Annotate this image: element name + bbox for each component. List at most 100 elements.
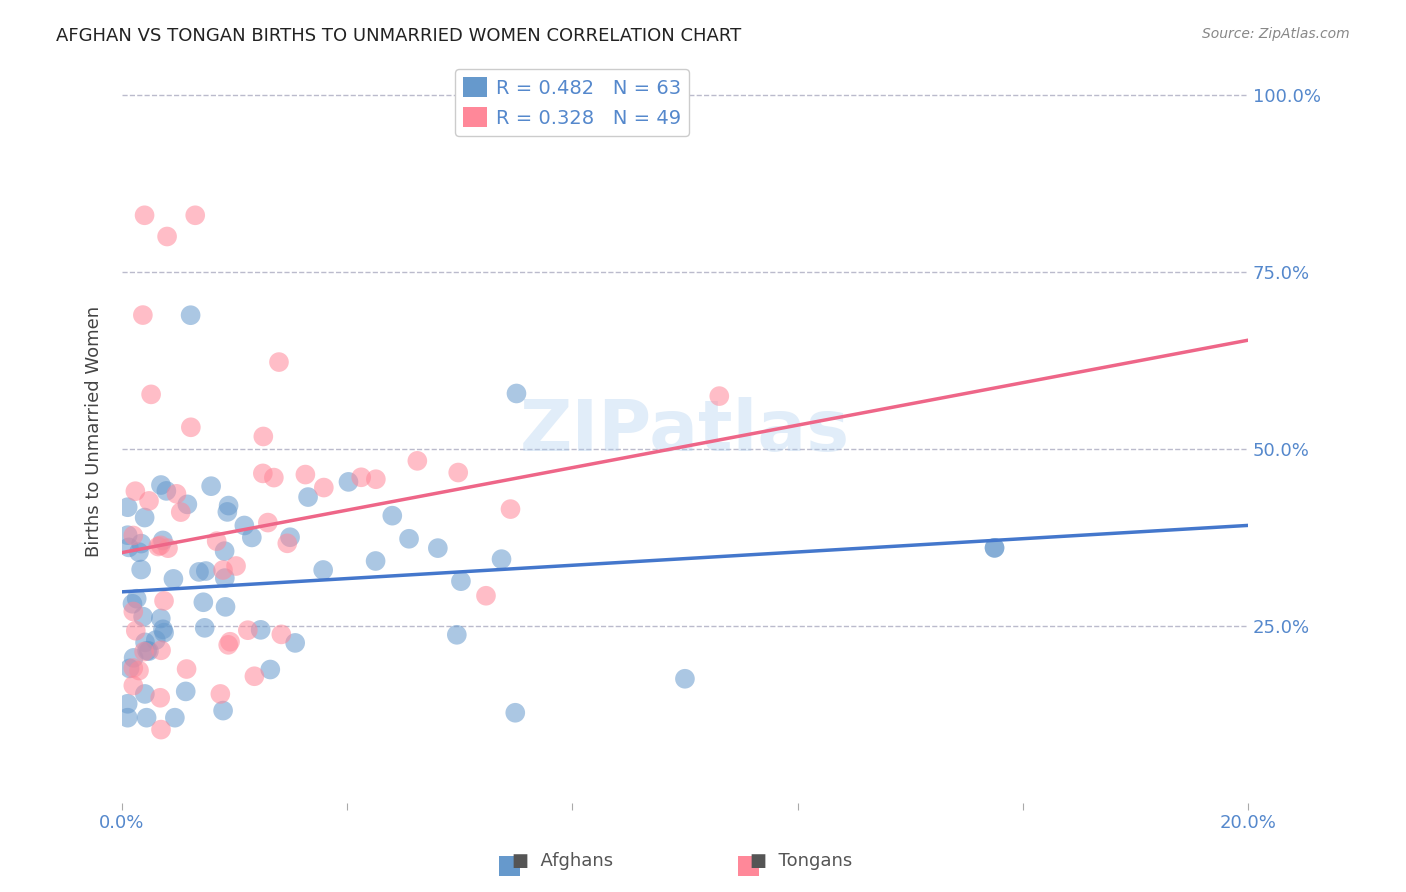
Point — [180, 308, 202, 322]
Point — [240, 531, 263, 545]
Point — [117, 711, 139, 725]
Point — [132, 609, 155, 624]
Point — [139, 387, 162, 401]
Point — [135, 711, 157, 725]
Point — [257, 516, 280, 530]
Point — [225, 559, 247, 574]
Point — [163, 711, 186, 725]
Point — [983, 541, 1005, 555]
Point — [297, 490, 319, 504]
Point — [129, 562, 152, 576]
Point — [152, 533, 174, 548]
Point — [337, 475, 360, 489]
Point — [149, 478, 172, 492]
Point — [170, 505, 193, 519]
Point — [118, 661, 141, 675]
Point — [364, 554, 387, 568]
Point — [252, 429, 274, 443]
Point — [176, 497, 198, 511]
Point — [209, 687, 232, 701]
Point — [194, 621, 217, 635]
Point — [406, 454, 429, 468]
Point — [122, 528, 145, 542]
Point — [249, 623, 271, 637]
Point — [162, 572, 184, 586]
Point — [153, 625, 176, 640]
Point — [125, 591, 148, 606]
Point — [134, 635, 156, 649]
Point — [121, 597, 143, 611]
Point — [212, 563, 235, 577]
Text: Source: ZipAtlas.com: Source: ZipAtlas.com — [1202, 27, 1350, 41]
Point — [193, 595, 215, 609]
Point — [214, 544, 236, 558]
Point — [709, 389, 731, 403]
Point — [312, 563, 335, 577]
Point — [491, 552, 513, 566]
Point — [184, 208, 207, 222]
Point — [156, 229, 179, 244]
Point — [136, 644, 159, 658]
Point — [398, 532, 420, 546]
Point — [166, 487, 188, 501]
Point — [446, 628, 468, 642]
Point — [270, 627, 292, 641]
Point — [134, 208, 156, 222]
Point — [138, 494, 160, 508]
Point — [284, 636, 307, 650]
Point — [217, 638, 239, 652]
Point — [475, 589, 498, 603]
Point — [983, 541, 1005, 555]
Point — [450, 574, 472, 589]
Point — [118, 541, 141, 555]
Point — [447, 466, 470, 480]
Point — [267, 355, 290, 369]
Point — [174, 684, 197, 698]
Point — [205, 534, 228, 549]
Point — [149, 690, 172, 705]
Point — [499, 502, 522, 516]
Point — [138, 644, 160, 658]
Point — [148, 540, 170, 554]
Point — [176, 662, 198, 676]
Point — [122, 605, 145, 619]
Point — [252, 467, 274, 481]
Point — [194, 564, 217, 578]
Text: AFGHAN VS TONGAN BIRTHS TO UNMARRIED WOMEN CORRELATION CHART: AFGHAN VS TONGAN BIRTHS TO UNMARRIED WOM… — [56, 27, 741, 45]
Point — [312, 481, 335, 495]
Point — [218, 499, 240, 513]
Point — [117, 528, 139, 542]
Point — [128, 545, 150, 559]
Point — [259, 663, 281, 677]
Point — [129, 536, 152, 550]
Point — [122, 661, 145, 675]
Point — [156, 541, 179, 556]
Point — [150, 643, 173, 657]
Point — [125, 624, 148, 638]
Point — [152, 623, 174, 637]
Point — [180, 420, 202, 434]
Y-axis label: Births to Unmarried Women: Births to Unmarried Women — [86, 306, 103, 557]
Point — [276, 536, 298, 550]
Point — [155, 483, 177, 498]
Point — [122, 651, 145, 665]
Point — [149, 538, 172, 552]
Point — [426, 541, 449, 555]
Point — [505, 386, 527, 401]
Text: ZIPatlas: ZIPatlas — [520, 397, 851, 466]
Point — [149, 611, 172, 625]
Point — [134, 687, 156, 701]
Point — [150, 723, 173, 737]
Point — [132, 308, 155, 322]
Point — [145, 633, 167, 648]
Point — [364, 472, 387, 486]
Point — [132, 644, 155, 658]
Point — [219, 634, 242, 648]
Point — [117, 697, 139, 711]
Point — [381, 508, 404, 523]
Point — [214, 571, 236, 585]
Point — [124, 484, 146, 499]
Point — [350, 470, 373, 484]
Point — [294, 467, 316, 482]
Point — [188, 565, 211, 579]
